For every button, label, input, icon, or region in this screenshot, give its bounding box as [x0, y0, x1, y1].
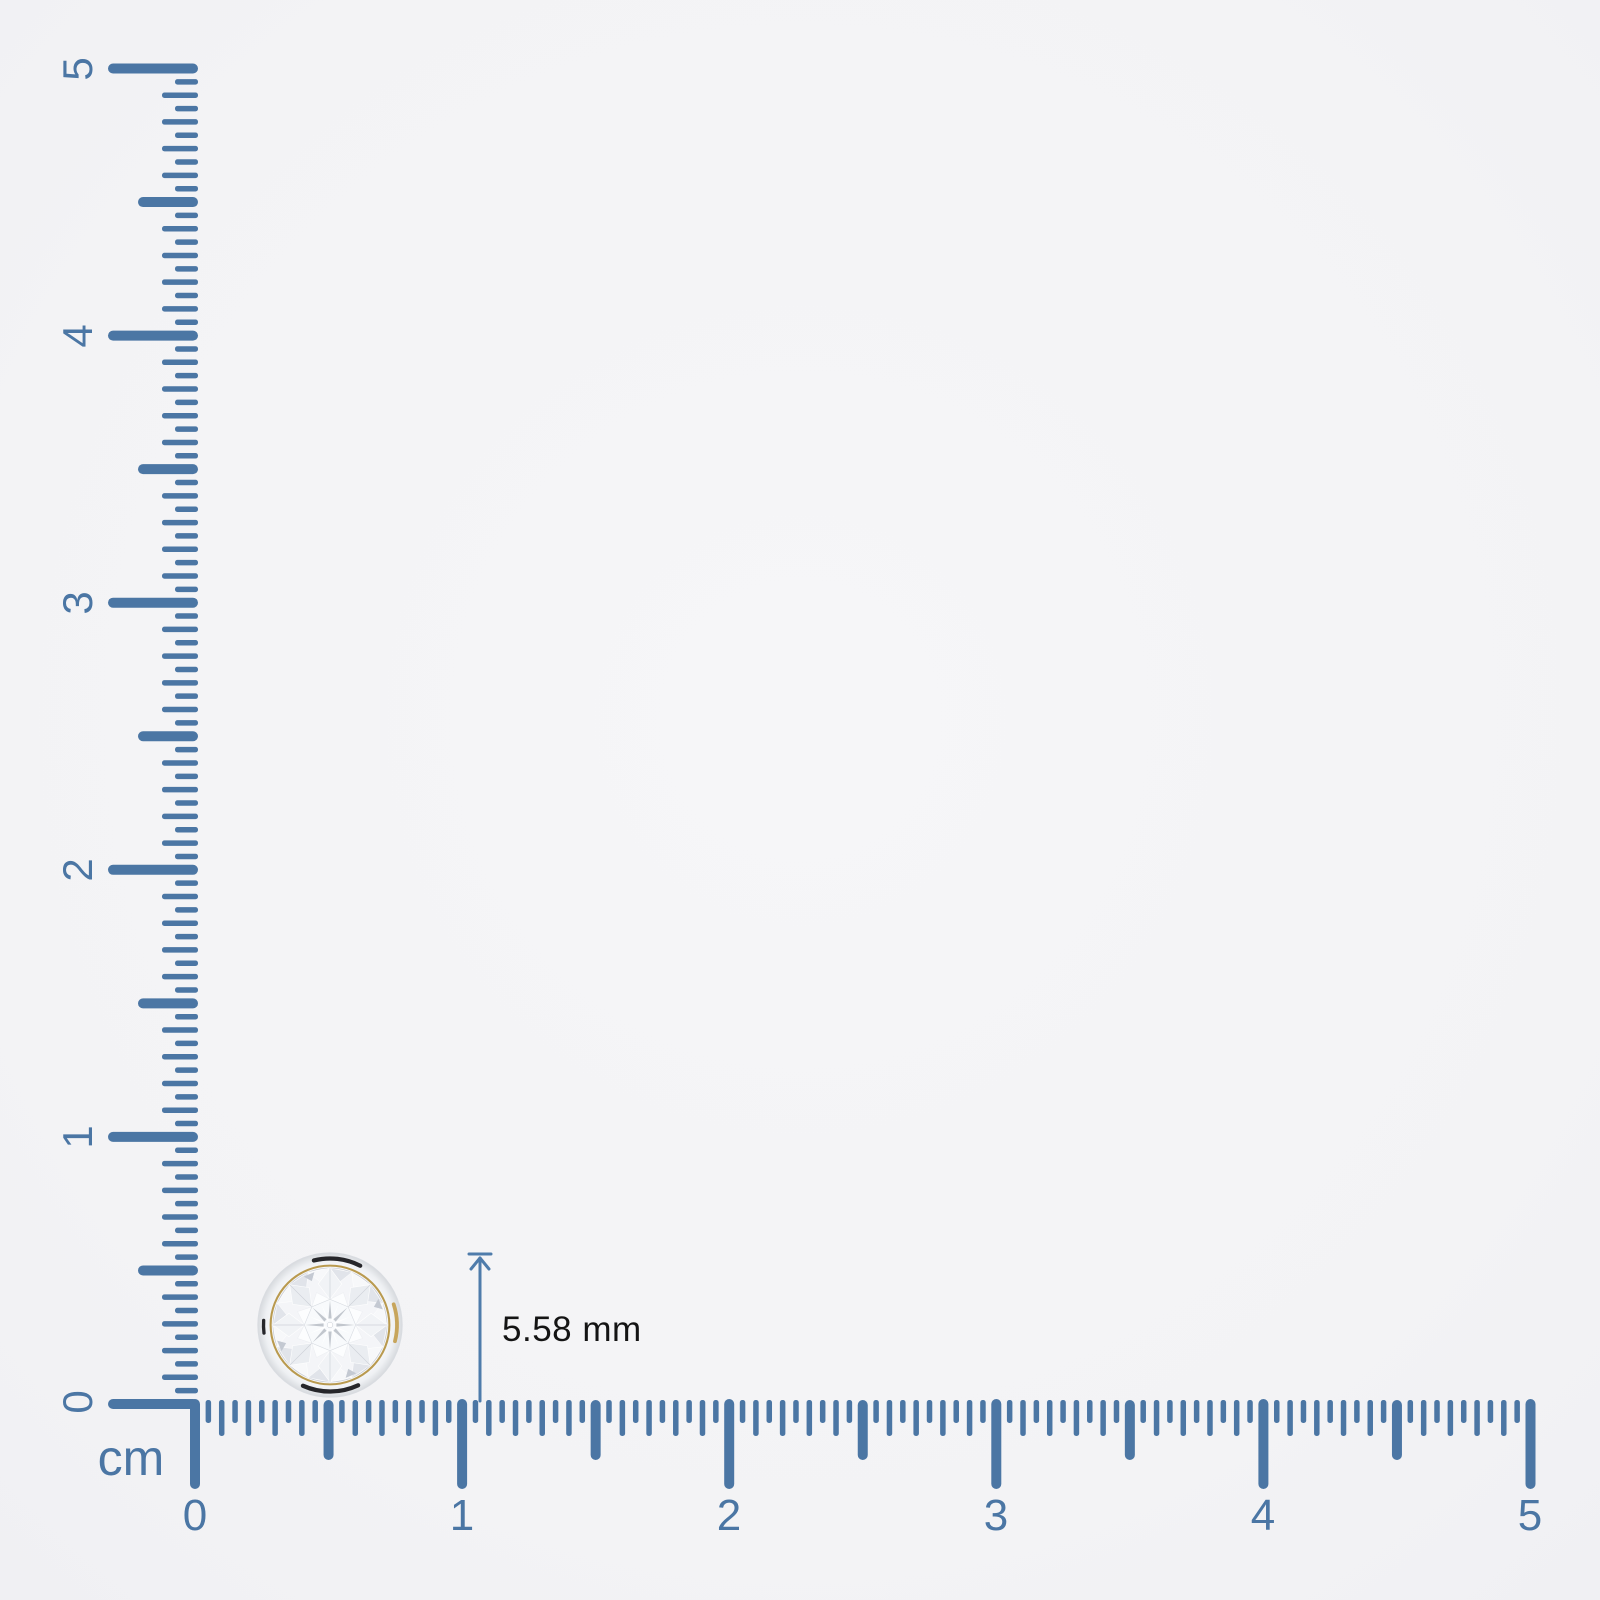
measurement-arrow [467, 1252, 493, 1403]
horizontal-label-1: 1 [449, 1491, 475, 1540]
vertical-label-0: 0 [54, 1390, 101, 1414]
unit-label: cm [97, 1430, 165, 1486]
vertical-label-5: 5 [54, 57, 101, 81]
diamond-stud-graphic [257, 1252, 403, 1398]
horizontal-ruler [190, 1399, 1536, 1489]
horizontal-label-0: 0 [182, 1491, 208, 1540]
measurement-value-label: 5.58 mm [502, 1310, 642, 1349]
vertical-label-4: 4 [54, 324, 101, 348]
horizontal-label-4: 4 [1250, 1491, 1276, 1540]
vertical-label-1: 1 [54, 1125, 101, 1149]
horizontal-label-3: 3 [983, 1491, 1009, 1540]
horizontal-label-2: 2 [716, 1491, 742, 1540]
horizontal-label-5: 5 [1517, 1491, 1543, 1540]
vertical-ruler [108, 63, 198, 1409]
diamond-stud-image [257, 1252, 403, 1398]
vertical-label-2: 2 [54, 858, 101, 882]
vertical-label-3: 3 [54, 591, 101, 615]
